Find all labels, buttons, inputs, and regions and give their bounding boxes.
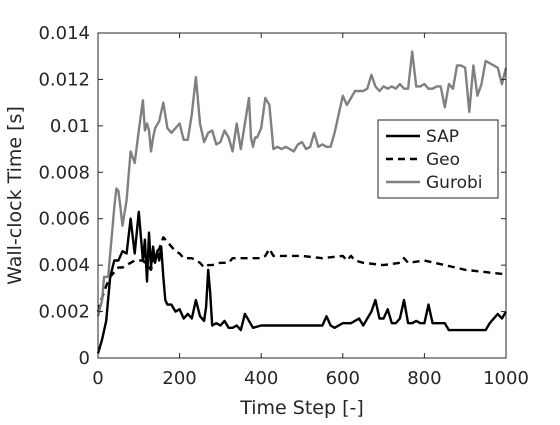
legend-label-gurobi: Gurobi xyxy=(426,173,482,193)
y-tick-label: 0.014 xyxy=(38,23,90,44)
x-tick-label: 0 xyxy=(92,368,103,389)
y-tick-label: 0.01 xyxy=(50,116,90,137)
x-tick-label: 400 xyxy=(244,368,278,389)
x-tick-label: 1000 xyxy=(483,368,529,389)
x-tick-label: 800 xyxy=(407,368,441,389)
x-tick-label: 600 xyxy=(326,368,360,389)
ticks-layer: 0 200 400 600 800 1000 0 0.002 0.004 0.006 0.008 0.… xyxy=(38,23,528,389)
y-tick-label: 0.004 xyxy=(38,255,90,276)
y-tick-label: 0.006 xyxy=(38,209,90,230)
plot-frame xyxy=(97,32,507,359)
y-tick-label: 0 xyxy=(79,348,90,369)
series-layer xyxy=(96,50,508,354)
series-line-gurobi xyxy=(96,50,508,317)
x-tick-label: 200 xyxy=(162,368,196,389)
legend: SAP Geo Gurobi xyxy=(377,119,499,199)
y-tick-label: 0.002 xyxy=(38,302,90,323)
series-line-geo xyxy=(96,236,507,312)
legend-label-geo: Geo xyxy=(426,150,460,170)
series-line-sap xyxy=(96,210,508,354)
x-axis-label: Time Step [-] xyxy=(239,397,364,419)
y-axis-label: Wall-clock Time [s] xyxy=(4,106,26,285)
y-tick-label: 0.012 xyxy=(38,69,90,90)
legend-label-sap: SAP xyxy=(426,127,459,147)
y-tick-label: 0.008 xyxy=(38,162,90,183)
